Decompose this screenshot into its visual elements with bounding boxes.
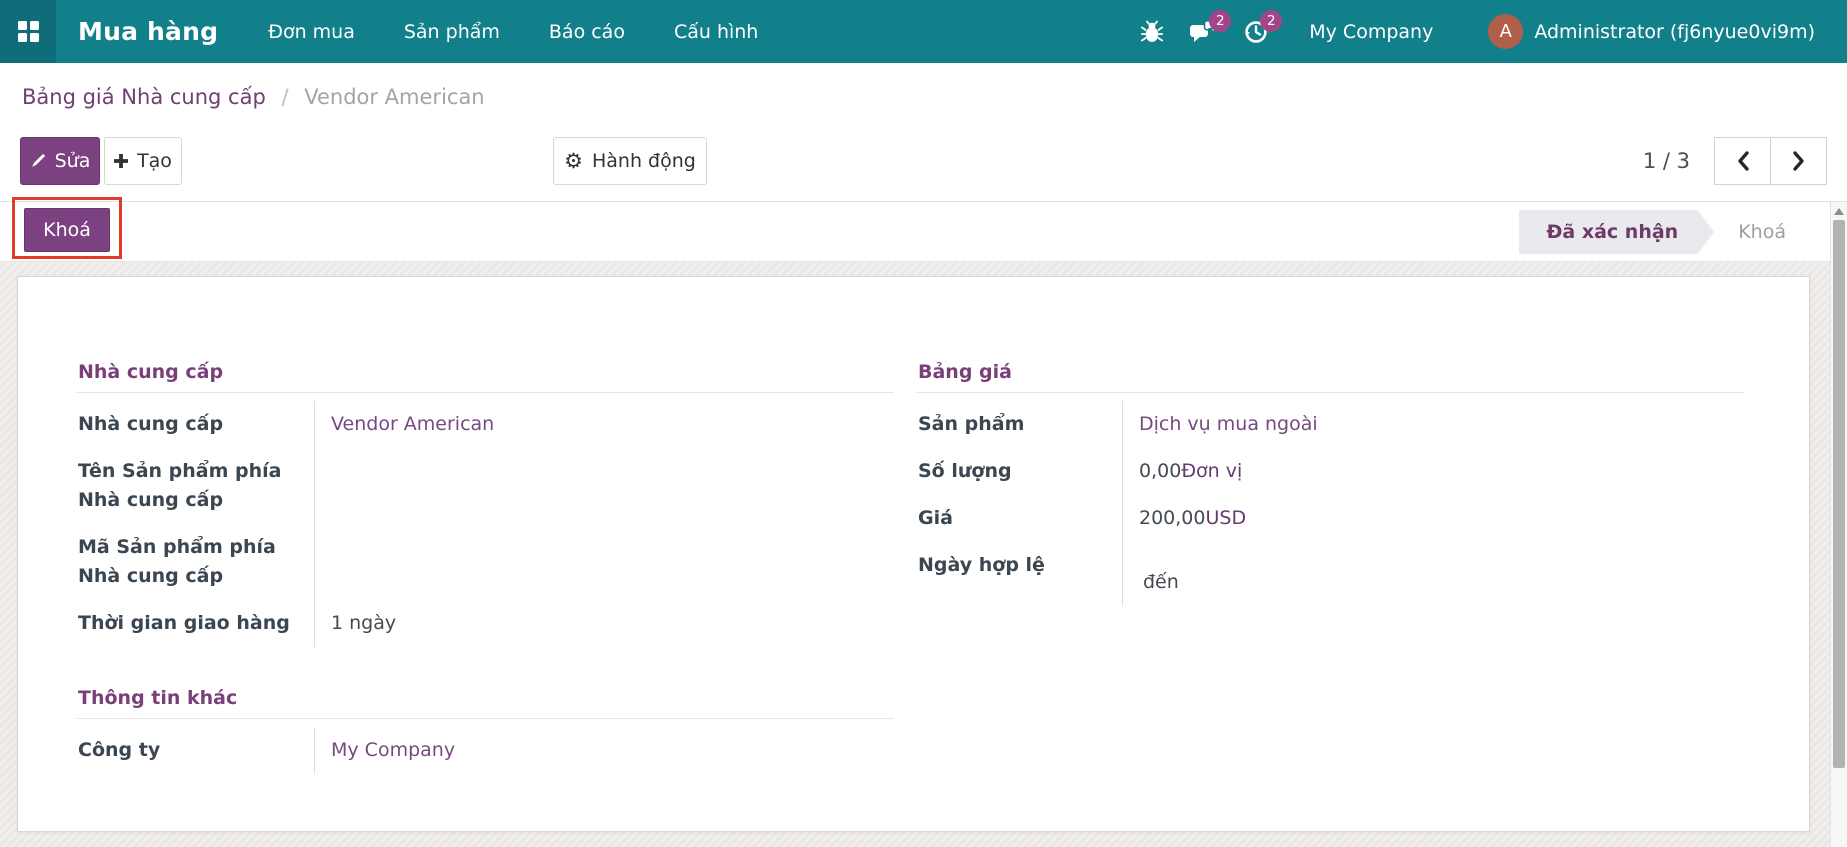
field-label-delivery-lead-time: Thời gian giao hàng bbox=[78, 612, 290, 634]
field-row-price: Giá 200,00USD bbox=[916, 495, 1744, 542]
create-button[interactable]: Tạo bbox=[104, 137, 182, 185]
form-left-column: Nhà cung cấp Nhà cung cấp Vendor America… bbox=[76, 361, 894, 774]
app-title[interactable]: Mua hàng bbox=[78, 17, 219, 46]
create-button-label: Tạo bbox=[137, 150, 172, 172]
chevron-left-icon bbox=[1737, 151, 1749, 171]
field-label-validity: Ngày hợp lệ bbox=[918, 554, 1045, 576]
navbar-right-section: 2 2 My Company A Administrator (fj6nyue0… bbox=[1141, 9, 1815, 49]
field-value-vendor-product-name bbox=[314, 448, 894, 524]
breadcrumb-current: Vendor American bbox=[304, 85, 485, 109]
field-value-price: 200,00 bbox=[1139, 507, 1206, 529]
gear-icon: ⚙ bbox=[564, 148, 583, 173]
statusbar-steps: Đã xác nhận Khoá bbox=[1519, 210, 1803, 254]
user-menu[interactable]: A Administrator (fj6nyue0vi9m) bbox=[1488, 14, 1815, 49]
user-avatar: A bbox=[1488, 14, 1524, 49]
scrollbar-thumb[interactable] bbox=[1833, 220, 1845, 768]
pager-counter: 1 / 3 bbox=[1642, 149, 1690, 173]
control-panel: Bảng giá Nhà cung cấp / Vendor American … bbox=[0, 63, 1847, 202]
plus-icon bbox=[114, 154, 129, 168]
field-row-quantity: Số lượng 0,00Đơn vị bbox=[916, 448, 1744, 495]
main-menu: Đơn mua Sản phẩm Báo cáo Cấu hình bbox=[268, 21, 758, 43]
field-label-vendor-product-code: Mã Sản phẩm phía Nhà cung cấp bbox=[78, 536, 276, 587]
field-row-vendor-product-code: Mã Sản phẩm phía Nhà cung cấp bbox=[76, 524, 894, 600]
pencil-icon bbox=[31, 154, 45, 167]
status-step-locked[interactable]: Khoá bbox=[1738, 221, 1786, 243]
field-label-vendor: Nhà cung cấp bbox=[78, 413, 224, 435]
field-row-company: Công ty My Company bbox=[76, 727, 894, 774]
field-label-quantity: Số lượng bbox=[918, 460, 1012, 482]
activities-button[interactable]: 2 bbox=[1244, 9, 1283, 44]
pager-buttons bbox=[1714, 137, 1827, 185]
edit-button-label: Sửa bbox=[54, 150, 91, 172]
field-row-delivery-lead-time: Thời gian giao hàng 1 ngày bbox=[76, 600, 894, 647]
scrollbar-up-arrow-icon[interactable] bbox=[1834, 208, 1844, 215]
section-title-other-info: Thông tin khác bbox=[76, 687, 894, 719]
field-label-product: Sản phẩm bbox=[918, 413, 1025, 435]
breadcrumb: Bảng giá Nhà cung cấp / Vendor American bbox=[22, 85, 485, 109]
field-value-vendor-link[interactable]: Vendor American bbox=[331, 413, 495, 435]
vertical-scrollbar[interactable] bbox=[1830, 202, 1847, 847]
field-value-validity-to: đến bbox=[1122, 542, 1744, 606]
messages-badge: 2 bbox=[1209, 10, 1232, 32]
messages-button[interactable]: 2 bbox=[1190, 10, 1232, 43]
status-step-confirmed[interactable]: Đã xác nhận bbox=[1519, 210, 1715, 254]
field-value-price-currency: USD bbox=[1205, 507, 1247, 529]
menu-item-configuration[interactable]: Cấu hình bbox=[673, 20, 759, 43]
field-value-vendor-product-code bbox=[314, 524, 894, 600]
apps-menu-button[interactable] bbox=[0, 0, 56, 63]
top-navbar: Mua hàng Đơn mua Sản phẩm Báo cáo Cấu hì… bbox=[0, 0, 1847, 63]
menu-item-reports[interactable]: Báo cáo bbox=[548, 20, 625, 43]
form-sheet: Nhà cung cấp Nhà cung cấp Vendor America… bbox=[17, 276, 1810, 832]
field-label-price: Giá bbox=[918, 507, 953, 529]
form-statusbar: Khoá Đã xác nhận Khoá bbox=[0, 197, 1847, 262]
form-right-column: Bảng giá Sản phẩm Dịch vụ mua ngoài Số l… bbox=[916, 361, 1744, 774]
apps-grid-icon bbox=[17, 21, 39, 42]
section-title-pricelist: Bảng giá bbox=[916, 361, 1744, 393]
company-switcher[interactable]: My Company bbox=[1309, 20, 1434, 43]
field-value-company-link[interactable]: My Company bbox=[331, 739, 456, 761]
form-background: Nhà cung cấp Nhà cung cấp Vendor America… bbox=[0, 262, 1847, 847]
field-value-quantity-uom: Đơn vị bbox=[1181, 460, 1243, 482]
action-menu-button[interactable]: ⚙ Hành động bbox=[553, 137, 707, 185]
section-title-vendor: Nhà cung cấp bbox=[76, 361, 894, 393]
field-row-validity: Ngày hợp lệ đến bbox=[916, 542, 1744, 606]
menu-item-purchase-orders[interactable]: Đơn mua bbox=[268, 20, 355, 43]
menu-item-products[interactable]: Sản phẩm bbox=[403, 20, 500, 43]
clock-icon bbox=[1245, 20, 1267, 43]
field-value-quantity: 0,00 bbox=[1139, 460, 1182, 482]
lock-button[interactable]: Khoá bbox=[24, 208, 110, 252]
pager: 1 / 3 bbox=[1643, 137, 1827, 185]
field-row-product: Sản phẩm Dịch vụ mua ngoài bbox=[916, 401, 1744, 448]
breadcrumb-separator: / bbox=[281, 85, 289, 109]
bug-icon bbox=[1141, 20, 1164, 42]
field-label-company: Công ty bbox=[78, 739, 161, 761]
chevron-right-icon bbox=[1792, 151, 1804, 171]
field-label-vendor-product-name: Tên Sản phẩm phía Nhà cung cấp bbox=[78, 460, 282, 511]
debug-menu-button[interactable] bbox=[1141, 20, 1164, 44]
user-name: Administrator (fj6nyue0vi9m) bbox=[1534, 20, 1815, 43]
field-row-vendor-product-name: Tên Sản phẩm phía Nhà cung cấp bbox=[76, 448, 894, 524]
pager-previous-button[interactable] bbox=[1714, 137, 1771, 185]
edit-button[interactable]: Sửa bbox=[20, 137, 100, 185]
field-value-delivery-lead-time: 1 ngày bbox=[314, 600, 894, 647]
action-button-label: Hành động bbox=[591, 150, 696, 172]
pager-next-button[interactable] bbox=[1770, 137, 1827, 185]
field-value-product-link[interactable]: Dịch vụ mua ngoài bbox=[1139, 413, 1318, 435]
field-row-vendor: Nhà cung cấp Vendor American bbox=[76, 401, 894, 448]
breadcrumb-parent-link[interactable]: Bảng giá Nhà cung cấp bbox=[22, 85, 266, 109]
activities-badge: 2 bbox=[1260, 9, 1283, 32]
